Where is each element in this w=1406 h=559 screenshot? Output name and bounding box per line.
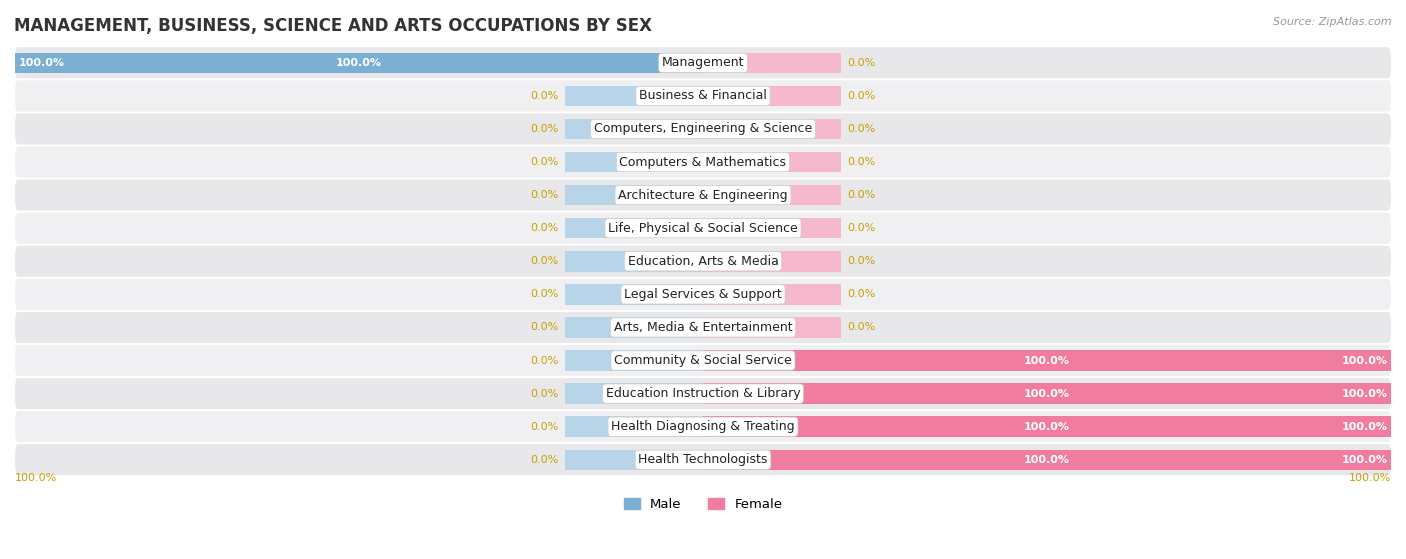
Text: 100.0%: 100.0% <box>1024 421 1070 432</box>
Text: Health Technologists: Health Technologists <box>638 453 768 466</box>
Bar <box>565 350 703 371</box>
Bar <box>565 383 703 404</box>
Text: 100.0%: 100.0% <box>1341 389 1388 399</box>
Text: 0.0%: 0.0% <box>848 223 876 233</box>
Text: 0.0%: 0.0% <box>530 157 558 167</box>
FancyBboxPatch shape <box>15 212 1391 244</box>
Text: 0.0%: 0.0% <box>530 223 558 233</box>
Text: Business & Financial: Business & Financial <box>640 89 766 102</box>
FancyBboxPatch shape <box>15 444 1391 475</box>
FancyBboxPatch shape <box>15 411 1391 442</box>
Text: Source: ZipAtlas.com: Source: ZipAtlas.com <box>1274 17 1392 27</box>
FancyBboxPatch shape <box>15 48 1391 78</box>
Bar <box>703 350 1391 371</box>
Text: 0.0%: 0.0% <box>530 256 558 266</box>
FancyBboxPatch shape <box>15 312 1391 343</box>
Text: MANAGEMENT, BUSINESS, SCIENCE AND ARTS OCCUPATIONS BY SEX: MANAGEMENT, BUSINESS, SCIENCE AND ARTS O… <box>14 17 652 35</box>
Text: 100.0%: 100.0% <box>15 473 58 483</box>
Legend: Male, Female: Male, Female <box>619 493 787 517</box>
Text: Health Diagnosing & Treating: Health Diagnosing & Treating <box>612 420 794 433</box>
Text: 0.0%: 0.0% <box>530 455 558 465</box>
Bar <box>565 284 703 305</box>
Text: 0.0%: 0.0% <box>848 91 876 101</box>
Bar <box>703 86 841 106</box>
FancyBboxPatch shape <box>15 246 1391 277</box>
Bar <box>703 317 841 338</box>
Text: 0.0%: 0.0% <box>848 124 876 134</box>
Bar <box>565 449 703 470</box>
Bar <box>565 218 703 239</box>
FancyBboxPatch shape <box>15 378 1391 409</box>
Text: Community & Social Service: Community & Social Service <box>614 354 792 367</box>
Text: Computers & Mathematics: Computers & Mathematics <box>620 155 786 168</box>
Bar <box>703 449 1391 470</box>
Bar <box>703 185 841 205</box>
Text: 100.0%: 100.0% <box>1341 421 1388 432</box>
Text: 0.0%: 0.0% <box>530 91 558 101</box>
Text: 0.0%: 0.0% <box>848 58 876 68</box>
Bar <box>703 284 841 305</box>
Text: 100.0%: 100.0% <box>1341 455 1388 465</box>
FancyBboxPatch shape <box>15 279 1391 310</box>
Text: 0.0%: 0.0% <box>530 356 558 366</box>
Bar <box>565 119 703 139</box>
FancyBboxPatch shape <box>15 179 1391 211</box>
Text: 0.0%: 0.0% <box>848 323 876 333</box>
Text: 0.0%: 0.0% <box>848 290 876 300</box>
Text: Legal Services & Support: Legal Services & Support <box>624 288 782 301</box>
Text: 0.0%: 0.0% <box>530 323 558 333</box>
Text: 100.0%: 100.0% <box>1024 455 1070 465</box>
Bar <box>565 317 703 338</box>
Text: 100.0%: 100.0% <box>1341 356 1388 366</box>
Text: Computers, Engineering & Science: Computers, Engineering & Science <box>593 122 813 135</box>
Text: Life, Physical & Social Science: Life, Physical & Social Science <box>609 222 797 235</box>
Text: 0.0%: 0.0% <box>848 190 876 200</box>
Bar <box>565 86 703 106</box>
Bar <box>565 185 703 205</box>
Bar <box>703 416 1391 437</box>
Text: Education Instruction & Library: Education Instruction & Library <box>606 387 800 400</box>
Text: 0.0%: 0.0% <box>530 389 558 399</box>
FancyBboxPatch shape <box>15 146 1391 178</box>
Text: 0.0%: 0.0% <box>530 421 558 432</box>
Bar <box>703 53 841 73</box>
Bar <box>703 218 841 239</box>
FancyBboxPatch shape <box>15 113 1391 145</box>
Bar <box>565 416 703 437</box>
Text: Architecture & Engineering: Architecture & Engineering <box>619 188 787 202</box>
Text: 0.0%: 0.0% <box>530 124 558 134</box>
Bar <box>565 251 703 272</box>
Bar <box>15 53 703 73</box>
Text: Arts, Media & Entertainment: Arts, Media & Entertainment <box>613 321 793 334</box>
Text: Management: Management <box>662 56 744 69</box>
FancyBboxPatch shape <box>15 80 1391 111</box>
Text: 0.0%: 0.0% <box>848 157 876 167</box>
Bar <box>703 383 1391 404</box>
Text: Education, Arts & Media: Education, Arts & Media <box>627 255 779 268</box>
Text: 100.0%: 100.0% <box>1348 473 1391 483</box>
Text: 100.0%: 100.0% <box>1024 356 1070 366</box>
Bar <box>703 119 841 139</box>
Text: 0.0%: 0.0% <box>530 190 558 200</box>
Bar <box>703 152 841 172</box>
FancyBboxPatch shape <box>15 345 1391 376</box>
Bar <box>703 251 841 272</box>
Text: 100.0%: 100.0% <box>1024 389 1070 399</box>
Text: 0.0%: 0.0% <box>530 290 558 300</box>
Text: 0.0%: 0.0% <box>848 256 876 266</box>
Text: 100.0%: 100.0% <box>336 58 382 68</box>
Text: 100.0%: 100.0% <box>18 58 65 68</box>
Bar <box>565 152 703 172</box>
